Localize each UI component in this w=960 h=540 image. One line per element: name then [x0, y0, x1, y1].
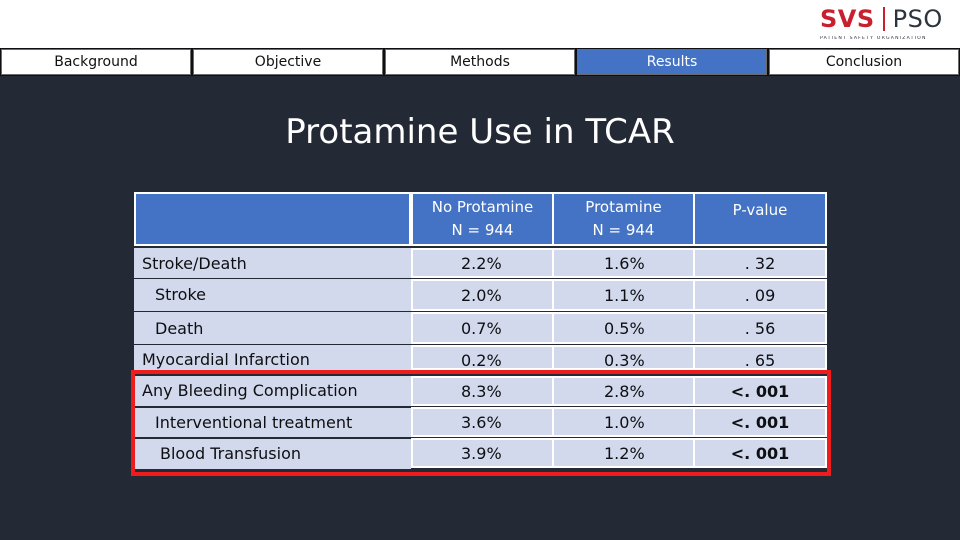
cell-transfusion-protamine: 1.2% — [552, 438, 695, 468]
header-protamine: Protamine N = 944 — [552, 192, 695, 246]
tab-results[interactable]: Results — [577, 49, 767, 75]
bleeding-highlight-box — [131, 370, 831, 476]
cell-death-protamine: 0.5% — [552, 312, 695, 344]
cell-stroke-death-p-value: . 32 — [693, 248, 827, 278]
cell-stroke-death-no-protamine: 2.2% — [411, 248, 554, 278]
row-label-bg-stroke — [134, 279, 411, 311]
cell-death-no-protamine: 0.7% — [411, 312, 554, 344]
row-label-bg-transfusion — [134, 439, 411, 469]
cell-interventional-no-protamine: 3.6% — [411, 407, 554, 437]
row-label-bg-stroke-death — [134, 248, 411, 278]
cell-stroke-death-protamine: 1.6% — [552, 248, 695, 278]
row-label-interventional: Interventional treatment — [155, 413, 353, 432]
row-label-any-bleeding: Any Bleeding Complication — [142, 381, 358, 400]
tab-conclusion[interactable]: Conclusion — [769, 49, 959, 75]
row-label-bg-bleeding — [134, 376, 411, 406]
header-no-protamine: No Protamine N = 944 — [411, 192, 554, 246]
cell-death-p-value: . 56 — [693, 312, 827, 344]
tab-background[interactable]: Background — [1, 49, 191, 75]
row-label-bg-mi — [134, 345, 411, 370]
logo-subtitle: PATIENT SAFETY ORGANIZATION — [820, 36, 927, 41]
tab-methods[interactable]: Methods — [385, 49, 575, 75]
cell-bleeding-p-value: <. 001 — [693, 376, 827, 406]
logo-pso-text: PSO — [892, 5, 943, 33]
cell-transfusion-no-protamine: 3.9% — [411, 438, 554, 468]
cell-bleeding-protamine: 2.8% — [552, 376, 695, 406]
logo-wordmark: SVS PSO — [820, 4, 950, 34]
cell-mi-p-value: . 65 — [693, 345, 827, 370]
tab-objective[interactable]: Objective — [193, 49, 383, 75]
cell-stroke-no-protamine: 2.0% — [411, 279, 554, 311]
cell-stroke-protamine: 1.1% — [552, 279, 695, 311]
slide-title: Protamine Use in TCAR — [285, 112, 675, 152]
row-label-death: Death — [155, 319, 204, 338]
cell-stroke-p-value: . 09 — [693, 279, 827, 311]
top-bar: SVS PSO PATIENT SAFETY ORGANIZATION — [0, 0, 960, 48]
cell-interventional-p-value: <. 001 — [693, 407, 827, 437]
logo-divider — [882, 7, 885, 31]
cell-mi-no-protamine: 0.2% — [411, 345, 554, 370]
cell-transfusion-p-value: <. 001 — [693, 438, 827, 468]
header-p-value-line1: P-value — [732, 201, 788, 219]
svs-pso-logo: SVS PSO PATIENT SAFETY ORGANIZATION — [820, 4, 950, 46]
table-header-blank — [134, 192, 411, 246]
row-label-bg-interventional — [134, 408, 411, 437]
header-no-protamine-line2: N = 944 — [451, 221, 514, 239]
section-nav: Background Objective Methods Results Con… — [0, 48, 960, 76]
header-protamine-line1: Protamine — [585, 198, 662, 216]
header-p-value: P-value — [693, 192, 827, 246]
row-label-stroke: Stroke — [155, 285, 206, 304]
cell-mi-protamine: 0.3% — [552, 345, 695, 370]
logo-svs-text: SVS — [820, 5, 875, 33]
header-protamine-line2: N = 944 — [592, 221, 655, 239]
row-label-bg-death — [134, 312, 411, 344]
row-label-stroke-death: Stroke/Death — [142, 254, 247, 273]
row-label-blood-transfusion: Blood Transfusion — [160, 444, 302, 463]
header-no-protamine-line1: No Protamine — [431, 198, 534, 216]
row-label-myocardial-infarction: Myocardial Infarction — [142, 350, 310, 369]
cell-interventional-protamine: 1.0% — [552, 407, 695, 437]
